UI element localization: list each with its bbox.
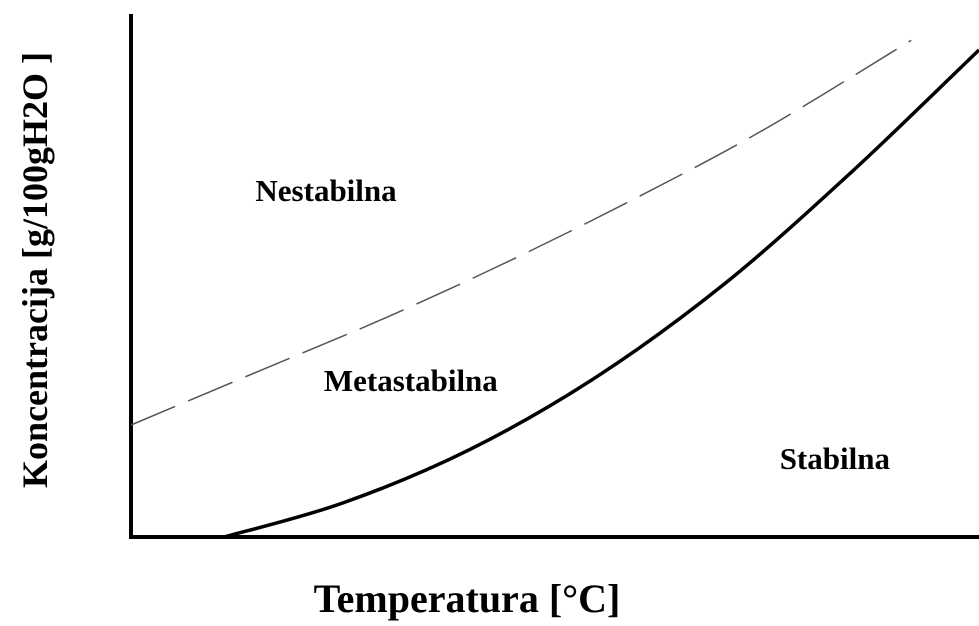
series-layer xyxy=(130,39,979,539)
x-axis-title: Temperatura [°C] xyxy=(314,576,621,621)
supersolubility-curve-dashed xyxy=(130,39,912,426)
region-labels: Nestabilna Metastabilna Stabilna xyxy=(255,173,890,476)
region-label-metastabilna: Metastabilna xyxy=(324,363,498,398)
y-axis-title: Koncentracija [g/100gH2O ] xyxy=(15,52,55,488)
region-label-nestabilna: Nestabilna xyxy=(255,173,397,208)
region-label-stabilna: Stabilna xyxy=(780,441,891,476)
axes xyxy=(129,14,979,539)
solubility-curve-solid xyxy=(223,48,979,539)
